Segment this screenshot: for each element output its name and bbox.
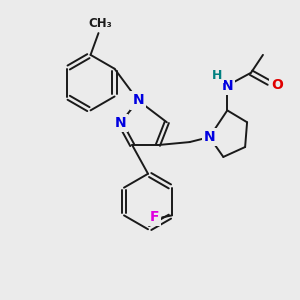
Text: F: F [149, 210, 159, 224]
Text: N: N [221, 79, 233, 93]
Text: O: O [271, 78, 283, 92]
Text: N: N [132, 94, 144, 107]
Text: N: N [115, 116, 126, 130]
Text: N: N [204, 130, 215, 144]
Text: CH₃: CH₃ [88, 17, 112, 30]
Text: H: H [212, 69, 223, 82]
